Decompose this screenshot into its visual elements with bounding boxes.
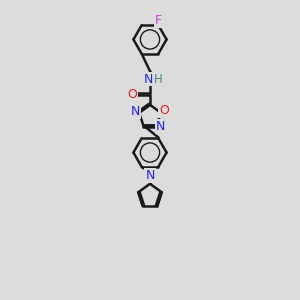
Text: N: N <box>144 73 153 85</box>
Text: H: H <box>154 73 163 85</box>
Text: N: N <box>155 120 165 133</box>
Text: O: O <box>128 88 137 101</box>
Text: O: O <box>159 104 169 117</box>
Text: N: N <box>131 105 140 119</box>
Text: N: N <box>145 169 155 182</box>
Text: F: F <box>155 14 162 27</box>
